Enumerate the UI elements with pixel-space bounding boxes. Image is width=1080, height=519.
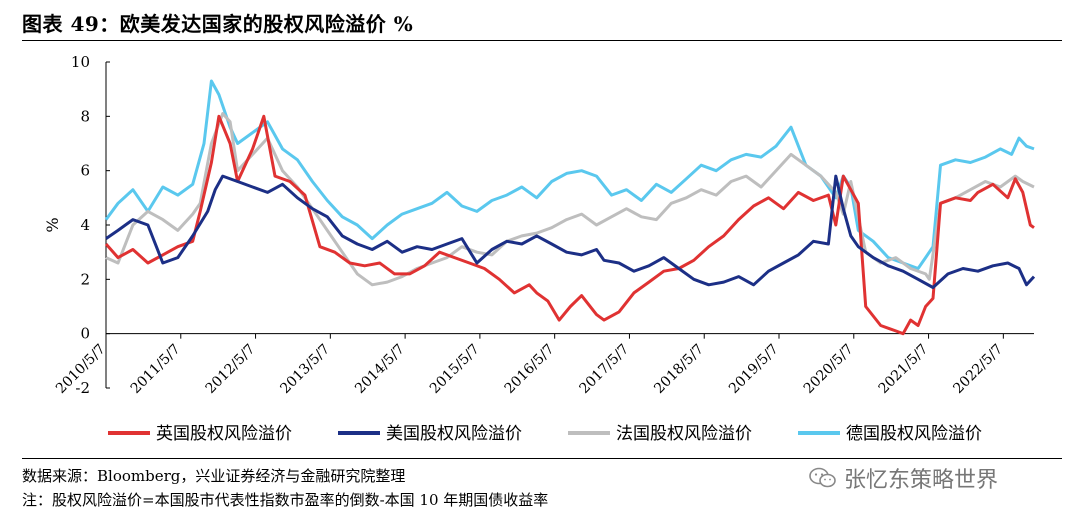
y-tick-label: -2 (75, 379, 90, 397)
legend: 英国股权风险溢价 美国股权风险溢价 法国股权风险溢价 德国股权风险溢价 (108, 424, 982, 444)
x-tick-label: 2018/5/7 (651, 341, 707, 397)
legend-label: 德国股权风险溢价 (846, 424, 982, 444)
x-tick-label: 2012/5/7 (203, 341, 259, 397)
title-divider (22, 40, 1062, 41)
series-lines (104, 79, 1036, 336)
watermark: 张忆东策略世界 (808, 462, 998, 494)
x-axis: 2010/5/7 2011/5/7 2012/5/7 2013/5/7 2014/5/7… (53, 333, 1034, 397)
x-tick-label: 2020/5/7 (801, 341, 857, 397)
x-tick-label: 2019/5/7 (726, 341, 782, 397)
figure-title: 图表 49：欧美发达国家的股权风险溢价 % (22, 12, 414, 36)
watermark-text: 张忆东策略世界 (844, 468, 999, 493)
y-axis-title: % (43, 217, 62, 232)
wechat-icon (809, 467, 836, 488)
source-note: 数据来源：Bloomberg，兴业证券经济与金融研究院整理 (22, 467, 406, 485)
x-tick-label: 2014/5/7 (352, 341, 408, 397)
series-line-2 (105, 112, 1035, 287)
x-tick-label: 2011/5/7 (128, 341, 184, 397)
x-tick-label: 2013/5/7 (277, 341, 333, 397)
series-line-1 (105, 174, 1036, 289)
series-line-0 (104, 114, 1035, 336)
legend-label: 英国股权风险溢价 (156, 424, 292, 444)
y-tick-label: 0 (80, 325, 90, 343)
y-tick-label: 10 (71, 53, 90, 71)
y-tick-label: 6 (80, 162, 90, 180)
x-tick-label: 2022/5/7 (950, 341, 1006, 397)
x-tick-label: 2016/5/7 (502, 341, 558, 397)
legend-label: 法国股权风险溢价 (616, 424, 752, 444)
y-tick-label: 8 (80, 107, 90, 125)
x-tick-label: 2021/5/7 (876, 341, 932, 397)
y-tick-label: 2 (80, 270, 90, 288)
y-tick-label: 4 (80, 216, 90, 234)
x-tick-label: 2017/5/7 (576, 341, 632, 397)
formula-note: 注：股权风险溢价=本国股市代表性指数市盈率的倒数-本国 10 年期国债收益率 (22, 491, 549, 509)
legend-label: 美国股权风险溢价 (386, 424, 522, 444)
series-line-3 (104, 79, 1035, 270)
x-tick-label: 2015/5/7 (427, 341, 483, 397)
footer-divider (22, 458, 1062, 459)
